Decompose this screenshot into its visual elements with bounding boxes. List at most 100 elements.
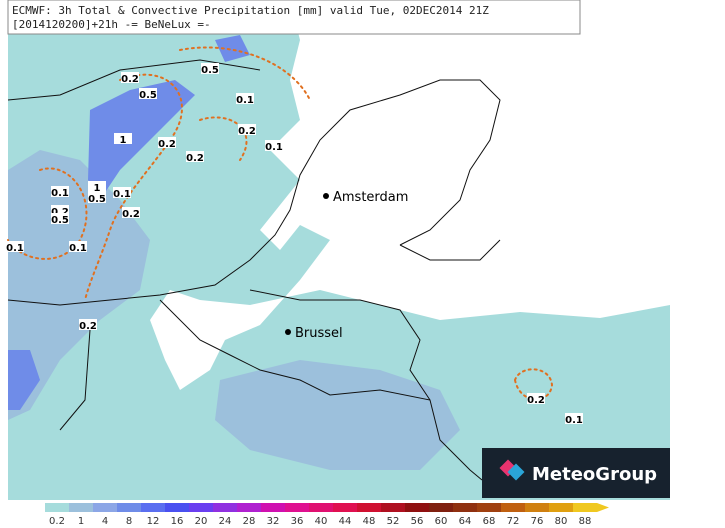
contour-label: 0.1 xyxy=(265,142,283,153)
legend-swatch xyxy=(381,503,405,512)
legend-label: 28 xyxy=(243,516,256,527)
legend-label: 80 xyxy=(555,516,568,527)
contour xyxy=(513,368,554,401)
legend-label: 44 xyxy=(339,516,352,527)
precip-heavy xyxy=(88,80,195,200)
contour xyxy=(7,167,88,260)
contour-label: 0.2 xyxy=(79,321,97,332)
legend-label: 68 xyxy=(483,516,496,527)
legend-swatch xyxy=(69,503,93,512)
contour-label: 0.1 xyxy=(69,243,87,254)
legend-swatch xyxy=(477,503,501,512)
label-bg xyxy=(139,88,157,99)
legend-label: 48 xyxy=(363,516,376,527)
legend-swatch xyxy=(93,503,117,512)
city-dot xyxy=(285,329,291,335)
legend-label: 32 xyxy=(267,516,280,527)
legend-swatch xyxy=(573,503,597,512)
cities: Amsterdam Brussel xyxy=(285,190,408,341)
legend-label: 72 xyxy=(507,516,520,527)
header-line: ECMWF: 3h Total & Convective Precipitati… xyxy=(12,4,489,17)
legend-label: 0.2 xyxy=(49,516,65,527)
label-bg xyxy=(186,151,204,162)
label-bg xyxy=(158,137,176,148)
label-bg xyxy=(122,207,140,218)
legend-swatch xyxy=(525,503,549,512)
city-dot xyxy=(323,193,329,199)
legend-swatch xyxy=(333,503,357,512)
legend-swatch xyxy=(405,503,429,512)
label-bg xyxy=(114,133,132,144)
border xyxy=(159,299,483,481)
logo-text: MeteoGroup xyxy=(532,464,657,485)
legend-swatch xyxy=(501,503,525,512)
label-bg xyxy=(79,319,97,330)
contour-label: 0.1 xyxy=(236,95,254,106)
label-bg xyxy=(201,63,219,74)
border xyxy=(249,289,431,401)
precip-medium xyxy=(215,360,460,470)
contour-label: 0.2 xyxy=(122,209,140,220)
legend-swatch xyxy=(285,503,309,512)
label-bg xyxy=(565,413,583,424)
contour-label: 0.1 xyxy=(51,188,69,199)
label-bg xyxy=(88,181,106,192)
legend-label: 8 xyxy=(126,516,132,527)
legend-label: 12 xyxy=(147,516,160,527)
legend-swatch xyxy=(453,503,477,512)
legend-arrow xyxy=(597,503,609,512)
label-bg xyxy=(6,241,24,252)
legend-swatch xyxy=(141,503,165,512)
label-bg xyxy=(51,205,69,216)
contour-label: 0.1 xyxy=(6,243,24,254)
legend-swatch xyxy=(45,503,69,512)
coastline xyxy=(7,59,261,101)
legend-label: 88 xyxy=(579,516,592,527)
label-bg xyxy=(265,140,283,151)
contour-label: 0.2 xyxy=(51,207,69,218)
legend-label: 40 xyxy=(315,516,328,527)
legend-swatch xyxy=(189,503,213,512)
legend-swatch xyxy=(237,503,261,512)
legend-label: 4 xyxy=(102,516,108,527)
label-bg xyxy=(51,213,69,224)
coastline xyxy=(7,79,501,306)
legend-swatch xyxy=(213,503,237,512)
contour-label: 0.2 xyxy=(158,139,176,150)
legend-swatch xyxy=(429,503,453,512)
contour-label: 0.2 xyxy=(527,395,545,406)
legend-label: 36 xyxy=(291,516,304,527)
label-bg xyxy=(121,72,139,83)
city-label: Amsterdam xyxy=(333,190,408,205)
header-line: [2014120200]+21h -= BeNeLux =- xyxy=(12,18,211,31)
legend-swatch xyxy=(261,503,285,512)
contour-label: 0.2 xyxy=(186,153,204,164)
contour-label: 0.1 xyxy=(565,415,583,426)
label-bg xyxy=(69,241,87,252)
contour-label: 0.2 xyxy=(238,126,256,137)
legend-swatch xyxy=(165,503,189,512)
legend-label: 20 xyxy=(195,516,208,527)
contour xyxy=(84,73,183,301)
border xyxy=(399,239,501,261)
contour-label: 0.1 xyxy=(113,189,131,200)
coastline xyxy=(59,329,91,431)
legend-label: 64 xyxy=(459,516,472,527)
logo-icon xyxy=(507,463,525,481)
legend-label: 16 xyxy=(171,516,184,527)
legend-label: 60 xyxy=(435,516,448,527)
legend-label: 1 xyxy=(78,516,84,527)
precip-heavy xyxy=(215,35,250,62)
label-bg xyxy=(527,393,545,404)
city-label: Brussel xyxy=(295,326,343,341)
legend-swatch xyxy=(357,503,381,512)
no-precip xyxy=(150,0,670,390)
legend-label: 76 xyxy=(531,516,544,527)
precip-heavy xyxy=(8,350,40,410)
label-bg xyxy=(236,93,254,104)
contour-label: 1 xyxy=(120,135,127,146)
legend-swatch xyxy=(549,503,573,512)
legend-swatch xyxy=(117,503,141,512)
